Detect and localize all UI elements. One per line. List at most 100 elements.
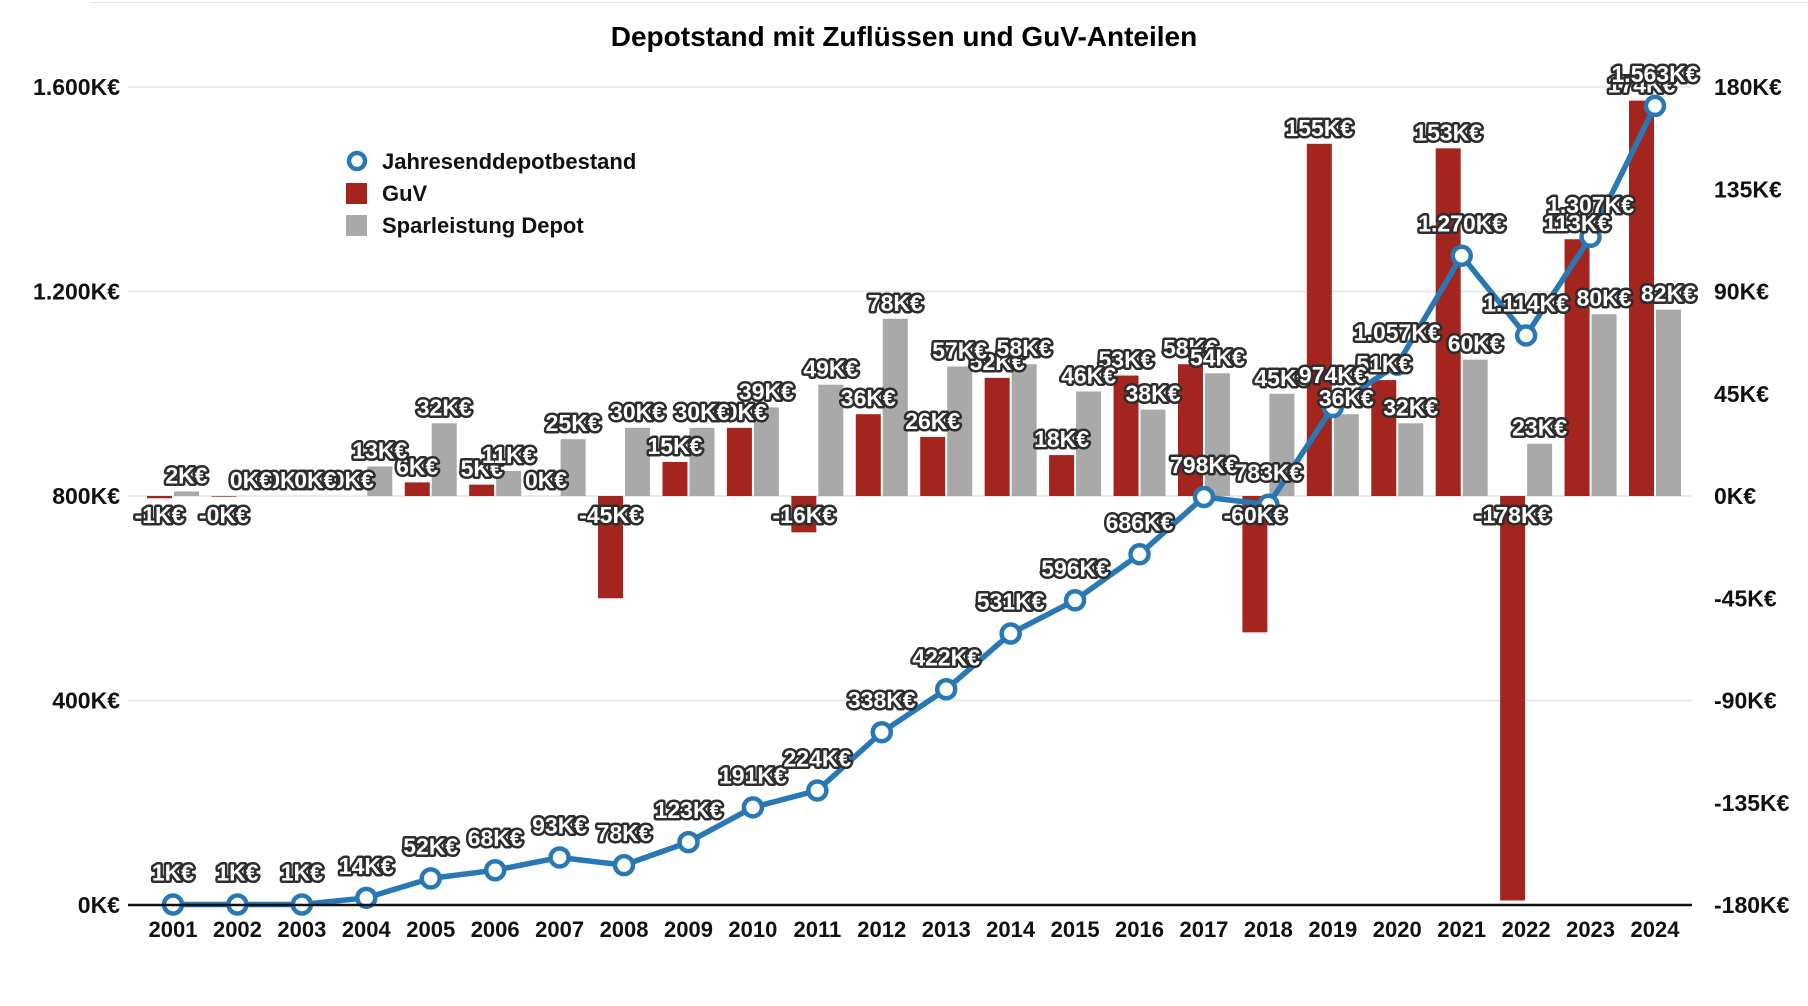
spar-bar-2016 xyxy=(1140,409,1166,496)
guv-bar-2005 xyxy=(404,482,430,496)
x-axis-year-label: 2008 xyxy=(600,917,649,942)
guv-bar-2006 xyxy=(469,484,495,496)
guv-bar-2023 xyxy=(1564,239,1590,496)
guv-value-label-2001: -1K€ xyxy=(135,502,185,528)
guv-value-label-2018: -60K€ xyxy=(1224,502,1287,528)
guv-bar-2014 xyxy=(984,377,1010,496)
x-axis-year-label: 2024 xyxy=(1631,917,1681,942)
balance-marker-2014 xyxy=(999,622,1022,645)
x-axis-year-label: 2004 xyxy=(342,917,392,942)
spar-value-label-2023: 80K€ xyxy=(1577,285,1632,311)
x-axis-year-label: 2017 xyxy=(1179,917,1228,942)
legend-label-spar: Sparleistung Depot xyxy=(382,213,584,238)
guv-value-label-2010: 30K€ xyxy=(712,399,767,425)
balance-marker-2019 xyxy=(1321,395,1345,419)
guv-value-label-2019: 155K€ xyxy=(1285,115,1353,141)
spar-bar-2014 xyxy=(1011,364,1037,496)
right-axis-tick: -135K€ xyxy=(1714,790,1790,816)
balance-value-label-2021: 1.270K€ xyxy=(1418,211,1505,237)
right-axis-tick: -45K€ xyxy=(1714,585,1777,611)
guv-value-label-2017: 58K€ xyxy=(1163,335,1218,361)
guv-bar-2020 xyxy=(1371,380,1397,496)
spar-value-label-2022: 23K€ xyxy=(1512,415,1567,441)
balance-marker-2007 xyxy=(548,846,571,869)
x-axis-year-label: 2007 xyxy=(535,917,584,942)
spar-value-label-2008: 30K€ xyxy=(610,399,665,425)
balance-value-label-2007: 93K€ xyxy=(532,812,587,838)
right-axis-tick: 135K€ xyxy=(1714,176,1782,202)
spar-value-label-2017: 54K€ xyxy=(1190,344,1245,370)
bar-labels-group: -1K€ -0K€0K€ 0K€6K€ 5K€ 0K€-45K€15K€30K€-16K… xyxy=(132,69,1699,530)
spar-bar-2020 xyxy=(1398,423,1424,496)
spar-value-label-2019: 36K€ xyxy=(1319,385,1374,411)
balance-marker-2023 xyxy=(1579,225,1602,249)
spar-bar-2010 xyxy=(753,407,779,496)
balance-marker-2017 xyxy=(1192,485,1216,509)
guv-value-label-2016: 53K€ xyxy=(1099,347,1154,373)
balance-marker-2021 xyxy=(1450,244,1473,267)
guv-bar-2009 xyxy=(662,461,688,496)
spar-bar-2021 xyxy=(1462,359,1488,496)
guv-value-label-2011: -16K€ xyxy=(773,502,836,528)
balance-marker-2013 xyxy=(934,678,958,701)
balance-marker-2009 xyxy=(677,830,700,854)
axes-group: 0K€ 400K€ 800K€ 1.200K€ 1.600K€ -180K€ -135K€ -… xyxy=(33,74,1790,942)
balance-value-label-2019: 974K€ xyxy=(1299,362,1367,388)
x-axis-year-label: 2014 xyxy=(986,917,1036,942)
balance-value-label-2018: 783K€ xyxy=(1235,460,1303,486)
guv-bar-2015 xyxy=(1049,455,1075,496)
balance-marker-2022 xyxy=(1514,324,1538,347)
spar-bar-2011 xyxy=(818,384,844,496)
balance-value-label-2022: 1.114K€ xyxy=(1483,290,1569,316)
guv-bar-2001 xyxy=(147,496,172,499)
guv-bar-2022 xyxy=(1500,496,1526,901)
x-axis-year-label: 2009 xyxy=(664,917,713,942)
balance-marker-2006 xyxy=(483,858,507,882)
balance-marker-2020 xyxy=(1386,353,1409,376)
x-axis-year-label: 2015 xyxy=(1051,917,1100,942)
balance-value-label-2008: 78K€ xyxy=(597,820,652,846)
balance-value-label-2014: 531K€ xyxy=(977,589,1045,615)
x-axis-year-label: 2018 xyxy=(1244,917,1293,942)
guv-bar-2010 xyxy=(726,427,752,496)
spar-bar-2004 xyxy=(367,466,393,496)
x-axis-year-label: 2013 xyxy=(922,917,971,942)
spar-bar-2023 xyxy=(1591,314,1617,496)
x-axis-year-label: 2003 xyxy=(277,917,326,942)
line-series-group xyxy=(161,94,1667,916)
guv-value-label-2008: -45K€ xyxy=(579,502,642,528)
guv-value-label-2005: 6K€ xyxy=(396,453,438,479)
spar-bar-2022 xyxy=(1527,443,1553,496)
spar-value-label-2012: 78K€ xyxy=(868,290,923,316)
x-axis-year-label: 2002 xyxy=(213,917,262,942)
guv-bar-2008 xyxy=(598,496,624,599)
guv-value-label-2023: 113K€ xyxy=(1544,210,1611,236)
guv-bar-2012 xyxy=(855,414,881,496)
spar-bar-2024 xyxy=(1656,309,1681,496)
spar-value-label-2009: 30K€ xyxy=(674,399,729,425)
guv-value-label-2002: -0K€ xyxy=(199,502,249,528)
balance-value-label-2020: 1.057K€ xyxy=(1354,320,1441,346)
spar-bar-2005 xyxy=(431,423,457,496)
spar-value-label-2001: 2K€ xyxy=(165,462,207,488)
top-divider xyxy=(90,2,1808,3)
balance-value-label-2006: 68K€ xyxy=(468,825,523,851)
balance-value-label-2023: 1.307K€ xyxy=(1547,192,1634,218)
left-axis-tick: 0K€ xyxy=(78,892,120,918)
spar-value-label-2014: 58K€ xyxy=(997,335,1052,361)
x-axis-year-label: 2016 xyxy=(1115,917,1164,942)
guv-value-label-2021: 153K€ xyxy=(1414,119,1482,145)
balance-marker-2018 xyxy=(1257,493,1280,516)
spar-value-label-2021: 60K€ xyxy=(1448,331,1503,357)
spar-value-label-2007: 25K€ xyxy=(546,410,601,436)
bars-group xyxy=(147,100,1681,901)
spar-bar-2008 xyxy=(625,427,651,496)
balance-value-label-2012: 338K€ xyxy=(848,687,916,713)
spar-bar-2013 xyxy=(947,366,973,496)
spar-value-label-2024: 82K€ xyxy=(1641,281,1696,307)
spar-value-label-2018: 45K€ xyxy=(1254,365,1309,391)
chart-title: Depotstand mit Zuflüssen und GuV-Anteile… xyxy=(611,21,1197,52)
guv-value-label-2015: 18K€ xyxy=(1034,426,1089,452)
guv-bar-2024 xyxy=(1629,100,1654,496)
right-axis-tick: -90K€ xyxy=(1714,688,1777,714)
